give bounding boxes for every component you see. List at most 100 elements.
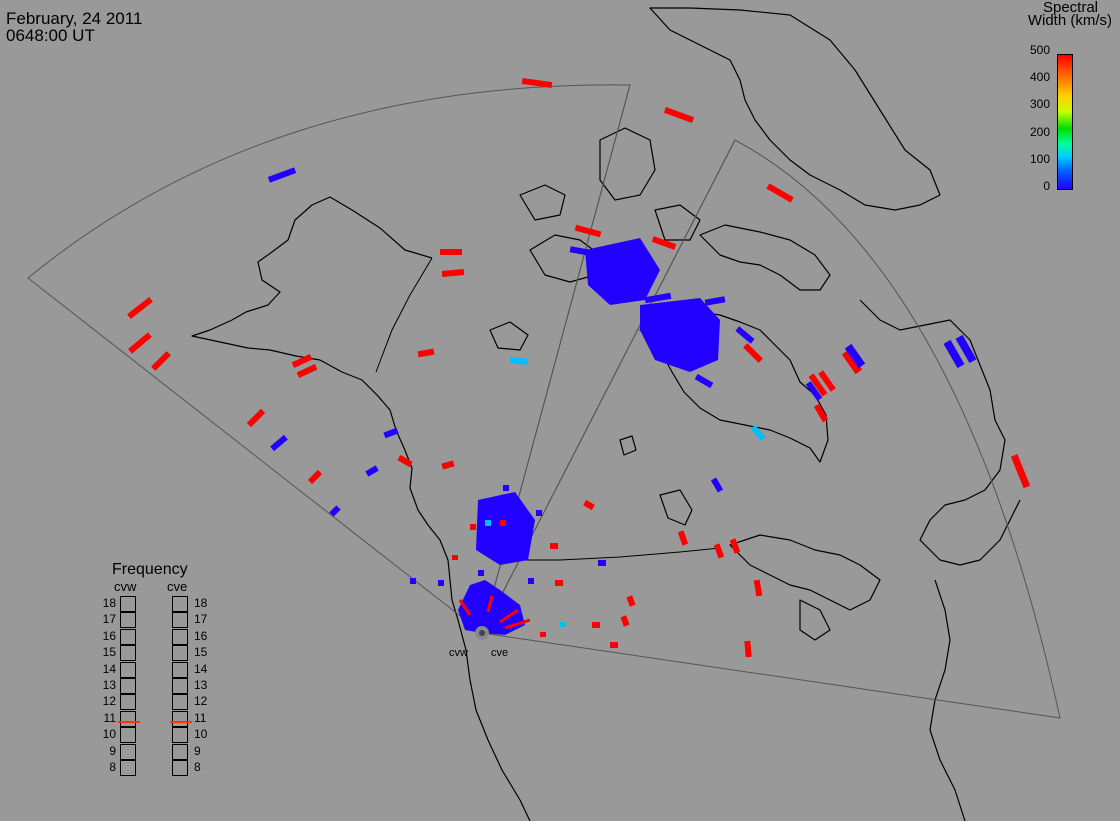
echo-cell — [521, 77, 553, 89]
colorbar-tick-label: 100 — [1029, 151, 1050, 166]
echo-cell — [441, 269, 465, 277]
echo-cell — [1010, 454, 1031, 489]
frequency-level-label: 10 — [194, 727, 208, 742]
echo-cell — [955, 334, 977, 364]
frequency-level-label: 12 — [194, 694, 208, 709]
frequency-cell-cvw — [120, 596, 136, 612]
plot-date: February, 24 2011 — [6, 9, 143, 28]
frequency-level-label: 8 — [194, 760, 201, 774]
echo-cell — [844, 343, 866, 369]
echo-cell — [486, 595, 494, 613]
echo-cell — [417, 348, 435, 358]
echo-cell — [598, 560, 606, 566]
echo-cell — [620, 615, 630, 627]
echo-cell — [528, 578, 534, 584]
frequency-level-label: 18 — [194, 596, 208, 610]
echo-cell — [500, 520, 506, 526]
echo-cell — [503, 485, 509, 491]
echo-cell — [470, 524, 476, 530]
frequency-cell-cvw — [120, 743, 136, 760]
echo-cell — [610, 642, 618, 648]
echo-cell — [438, 580, 444, 586]
coastline-greenland — [649, 7, 941, 211]
echo-cell — [744, 640, 752, 658]
frequency-cell-cvw — [120, 710, 136, 727]
echo-cell — [536, 510, 542, 516]
echo-cell — [383, 427, 399, 439]
frequency-cell-cve — [172, 645, 188, 662]
echo-cell — [520, 545, 528, 551]
echo-cell — [128, 332, 152, 354]
echo-cell — [753, 579, 763, 597]
echo-cell — [766, 183, 794, 203]
echo-patch-north-2 — [640, 298, 720, 372]
boundary-alaska — [375, 257, 433, 373]
echo-cell — [550, 543, 558, 549]
echo-patch-mid — [476, 492, 535, 565]
echo-cell — [440, 249, 462, 255]
frequency-level-label: 16 — [194, 628, 208, 643]
frequency-cell-cvw — [120, 678, 136, 694]
site-label-cvw: cvw — [449, 647, 468, 659]
echo-cell — [365, 465, 379, 477]
coastline-lake-4 — [659, 489, 693, 526]
frequency-cell-cve — [172, 678, 188, 694]
echo-cell — [713, 543, 725, 559]
frequency-level-label: 17 — [194, 612, 208, 627]
coastlines — [191, 7, 1021, 821]
coastline-lake-3 — [619, 435, 637, 456]
echo-cell — [307, 469, 323, 485]
frequency-cell-cve — [172, 710, 188, 727]
coastline-labrador — [859, 299, 1021, 566]
colorbar-tick-label: 0 — [1043, 179, 1050, 193]
echo-cell — [813, 403, 829, 423]
coastline-alaska-west — [191, 196, 531, 821]
frequency-level-label: 15 — [194, 645, 208, 660]
echo-cell — [805, 381, 823, 401]
echo-cell — [296, 364, 318, 378]
colorbar-title-line2: Width (km/s) — [1027, 12, 1112, 29]
frequency-level-label: 10 — [102, 727, 116, 742]
coastline-island-4 — [519, 184, 566, 221]
frequency-level-label: 9 — [194, 743, 201, 758]
frequency-cell-cvw — [120, 760, 136, 776]
echo-cell — [452, 555, 458, 560]
coastline-baffin — [699, 224, 831, 291]
frequency-cell-cve — [172, 694, 188, 711]
echo-cell — [410, 578, 416, 584]
frequency-label-cvw: cvw — [114, 579, 137, 594]
frequency-cell-cve — [172, 628, 188, 645]
echo-cell — [540, 632, 546, 637]
frequency-level-label: 8 — [109, 760, 116, 774]
scatter-echoes — [127, 77, 1031, 658]
echo-cell — [704, 296, 726, 306]
coastline-hudson-bay — [639, 311, 829, 463]
frequency-level-label: 13 — [194, 678, 208, 692]
coastline-lake-2 — [799, 599, 831, 641]
echo-cell — [750, 424, 766, 442]
echo-cell — [291, 354, 313, 368]
echo-cell — [651, 236, 677, 250]
frequency-level-label: 11 — [194, 710, 207, 725]
echo-cell — [808, 373, 828, 397]
frequency-level-label: 17 — [102, 612, 116, 627]
echo-cell — [710, 477, 724, 493]
echo-cell — [569, 246, 591, 256]
echo-cell — [677, 530, 689, 546]
echo-cell — [943, 339, 965, 369]
frequency-level-label: 11 — [103, 710, 116, 725]
boundary-us-canada — [510, 547, 721, 561]
frequency-marker-cve — [170, 721, 192, 724]
echo-cell — [560, 622, 566, 627]
frequency-level-label: 12 — [102, 694, 116, 709]
echo-cell — [743, 343, 763, 363]
frequency-cell-cvw — [120, 727, 136, 744]
echo-cell — [478, 570, 484, 576]
echo-cell — [735, 326, 755, 344]
colorbar-title-line1: Spectral — [1042, 0, 1098, 16]
frequency-cell-cve — [172, 612, 188, 629]
echo-cell — [270, 434, 288, 452]
frequency-cell-cve — [172, 743, 188, 760]
